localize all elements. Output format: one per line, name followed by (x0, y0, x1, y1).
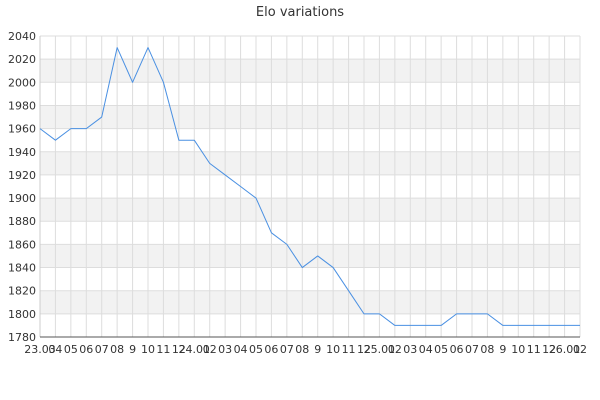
x-tick-label: 02 (388, 343, 402, 356)
y-tick-label: 1900 (8, 192, 36, 205)
x-tick-label: 23.03 (24, 343, 56, 356)
y-tick-label: 2020 (8, 53, 36, 66)
y-axis-labels: 1780 1800 1820 1840 1860 1880 1900 1920 1940 1960… (8, 30, 36, 344)
y-tick-label: 1820 (8, 285, 36, 298)
x-tick-label: 11 (156, 343, 170, 356)
y-tick-label: 1960 (8, 123, 36, 136)
y-tick-label: 1780 (8, 331, 36, 344)
x-tick-label: 9 (499, 343, 506, 356)
grid-band (40, 290, 580, 314)
elo-series-line (39, 47, 580, 326)
x-tick-label: 26.01 (549, 343, 581, 356)
y-tick-label: 1860 (8, 238, 36, 251)
x-tick-label: 07 (465, 343, 479, 356)
x-tick-label: 05 (64, 343, 78, 356)
x-tick-label: 05 (434, 343, 448, 356)
x-tick-label: 08 (295, 343, 309, 356)
x-tick-label: 06 (264, 343, 278, 356)
x-tick-label: 06 (79, 343, 93, 356)
x-tick-label: 08 (110, 343, 124, 356)
x-tick-label: 04 (234, 343, 248, 356)
x-tick-label: 10 (511, 343, 525, 356)
y-tick-label: 2000 (8, 76, 36, 89)
x-tick-label: 10 (326, 343, 340, 356)
x-tick-label: 05 (249, 343, 263, 356)
x-tick-label: 24.01 (179, 343, 211, 356)
x-tick-label: 11 (342, 343, 356, 356)
x-tick-label: 06 (450, 343, 464, 356)
chart-title: Elo variations (256, 5, 344, 20)
x-tick-label: 03 (218, 343, 232, 356)
grid-band (40, 244, 580, 268)
x-tick-label: 9 (129, 343, 136, 356)
grid-band (40, 105, 580, 129)
x-tick-label: 12 (357, 343, 371, 356)
x-tick-label: 04 (419, 343, 433, 356)
x-tick-label: 11 (527, 343, 541, 356)
x-tick-label: 04 (48, 343, 62, 356)
x-tick-label: 12 (172, 343, 186, 356)
y-tick-label: 1880 (8, 215, 36, 228)
x-tick-label: 03 (403, 343, 417, 356)
x-tick-label: 08 (480, 343, 494, 356)
x-tick-label: 25.01 (364, 343, 396, 356)
x-tick-label: 02 (573, 343, 587, 356)
y-tick-label: 2040 (8, 30, 36, 43)
y-tick-label: 1920 (8, 169, 36, 182)
chart-series (39, 47, 580, 326)
chart-grid (39, 35, 581, 338)
chart-bands (40, 59, 580, 314)
y-tick-label: 1940 (8, 146, 36, 159)
y-tick-label: 1800 (8, 308, 36, 321)
grid-band (40, 151, 580, 175)
x-tick-label: 07 (280, 343, 294, 356)
y-tick-label: 1840 (8, 262, 36, 275)
x-tick-label: 10 (141, 343, 155, 356)
x-tick-label: 9 (314, 343, 321, 356)
grid-band (40, 198, 580, 222)
chart-axes (39, 36, 580, 338)
grid-band (40, 59, 580, 83)
x-tick-label: 07 (95, 343, 109, 356)
x-tick-label: 02 (203, 343, 217, 356)
y-tick-label: 1980 (8, 99, 36, 112)
x-tick-label: 12 (542, 343, 556, 356)
